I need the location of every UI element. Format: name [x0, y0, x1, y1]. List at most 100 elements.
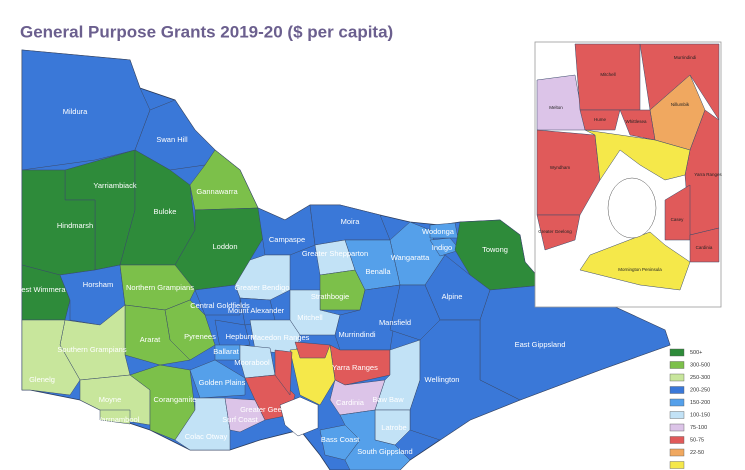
legend-swatch: [669, 398, 685, 407]
inset-region: [579, 231, 691, 291]
region-label: Pyrenees: [184, 332, 216, 341]
region-label: Colac Otway: [185, 432, 228, 441]
region-label: Moyne: [99, 395, 122, 404]
inset-label: Whittlesea: [625, 119, 647, 124]
legend-swatch: [669, 411, 685, 419]
legend-label: 150-200: [690, 400, 710, 406]
region: [409, 319, 521, 441]
region-label: Ballarat: [213, 347, 239, 356]
region-label: Southern Grampians: [57, 345, 126, 354]
region-label: Towong: [482, 245, 508, 254]
region-label: Wodonga: [422, 227, 455, 236]
inset-region: [536, 214, 581, 251]
legend-label: 200-250: [690, 387, 710, 393]
region-label: Wellington: [425, 375, 460, 384]
region-label: Horsham: [83, 280, 113, 289]
region: [214, 319, 251, 349]
region-label: Corangamite: [154, 395, 197, 404]
region-label: Baw Baw: [372, 395, 404, 404]
region-label: Northern Grampians: [126, 283, 194, 292]
region-label: Bass Coast: [321, 435, 360, 444]
region-label: Glenelg: [29, 375, 55, 384]
region-label: Yarra Ranges: [332, 363, 378, 372]
region-label: Moorabool: [234, 358, 270, 367]
inset-label: Hume: [594, 117, 607, 122]
inset-region: [536, 129, 601, 216]
inset-label: Murrindindi: [674, 55, 696, 60]
legend-label: 300-500: [690, 362, 710, 368]
region-label: Alpine: [442, 292, 463, 301]
region: [189, 359, 246, 399]
region-label: Hepburn: [226, 332, 255, 341]
region-label: Strathbogie: [311, 292, 349, 301]
inset-label: Mitchell: [600, 72, 615, 77]
legend-label: 22-50: [690, 450, 704, 456]
port-phillip-bay: [279, 396, 319, 437]
region-label: Wangaratta: [391, 253, 430, 262]
legend-swatch: [669, 361, 685, 369]
inset-label: Yarra Ranges: [694, 172, 722, 177]
region-label: Cardinia: [336, 398, 365, 407]
inset-region: [689, 227, 720, 263]
region-label: Mitchell: [297, 313, 323, 322]
legend-swatch: [669, 348, 685, 357]
region-label: Campaspe: [269, 235, 305, 244]
legend-swatch: [669, 373, 685, 382]
inset-label: Nillumbik: [671, 102, 690, 107]
legend-swatch: [669, 448, 685, 457]
region-label: South Gippsland: [357, 447, 412, 456]
legend-swatch: [669, 461, 685, 469]
region-label: Moira: [341, 217, 361, 226]
inset-label: Mornington Peninsula: [618, 267, 662, 272]
inset-metro: [584, 129, 691, 181]
region-label: Murrindindi: [338, 330, 375, 339]
map-title: General Purpose Grants 2019-20 ($ per ca…: [20, 22, 393, 41]
region: [224, 397, 266, 433]
region: [319, 269, 366, 311]
legend-label: 500+: [690, 350, 702, 356]
metro-ring: [274, 349, 293, 396]
region-label: West Wimmera: [14, 285, 66, 294]
region-label: Golden Plains: [199, 378, 246, 387]
region-label: Surf Coast: [222, 415, 258, 424]
legend-label: 75-100: [690, 425, 707, 431]
inset-label: Cardinia: [696, 245, 713, 250]
legend-swatch: [669, 386, 685, 394]
region-label: Greater Shepparton: [302, 249, 368, 258]
region-label: Greater Geelong: [240, 405, 296, 414]
inset-label: Greater Geelong: [538, 229, 572, 234]
main-labels: Mildura Swan Hill Yarriambiack Buloke Gannaw…: [14, 107, 565, 456]
region-label: Hindmarsh: [57, 221, 93, 230]
region: [257, 204, 316, 256]
region-label: Yarriambiack: [93, 181, 136, 190]
legend-swatch: [669, 436, 685, 444]
region-label: Greater Bendigo: [234, 283, 289, 292]
region-label: Swan Hill: [156, 135, 188, 144]
region: [21, 319, 81, 396]
metro-ring: [294, 341, 331, 359]
region-label: Buloke: [154, 207, 177, 216]
region: [99, 409, 131, 425]
region-label: Mildura: [63, 107, 88, 116]
region: [21, 264, 71, 321]
inset-label: Wyndham: [550, 165, 570, 170]
main-map: [21, 49, 671, 470]
legend-swatch: [669, 423, 685, 432]
region-label: Mount Alexander: [228, 306, 285, 315]
region-label: Benalla: [365, 267, 391, 276]
region: [194, 284, 241, 316]
inset-region: [579, 109, 621, 131]
region-label: Central Goldfields: [190, 301, 250, 310]
legend-label: 100-150: [690, 412, 710, 418]
region: [339, 409, 411, 470]
inset-map: [536, 43, 720, 291]
inset-bay: [607, 177, 657, 239]
region-label: Warrnambool: [95, 415, 140, 424]
region-label: Loddon: [212, 242, 237, 251]
region-label: Latrobe: [381, 423, 406, 432]
region-label: Macedon Ranges: [251, 333, 310, 342]
inset-label: Melton: [549, 105, 563, 110]
legend: 500+ 300-500 250-300 200-250 150-200 100-150 7…: [669, 348, 710, 469]
region-label: Indigo: [432, 243, 452, 252]
inset-label: Casey: [671, 217, 685, 222]
